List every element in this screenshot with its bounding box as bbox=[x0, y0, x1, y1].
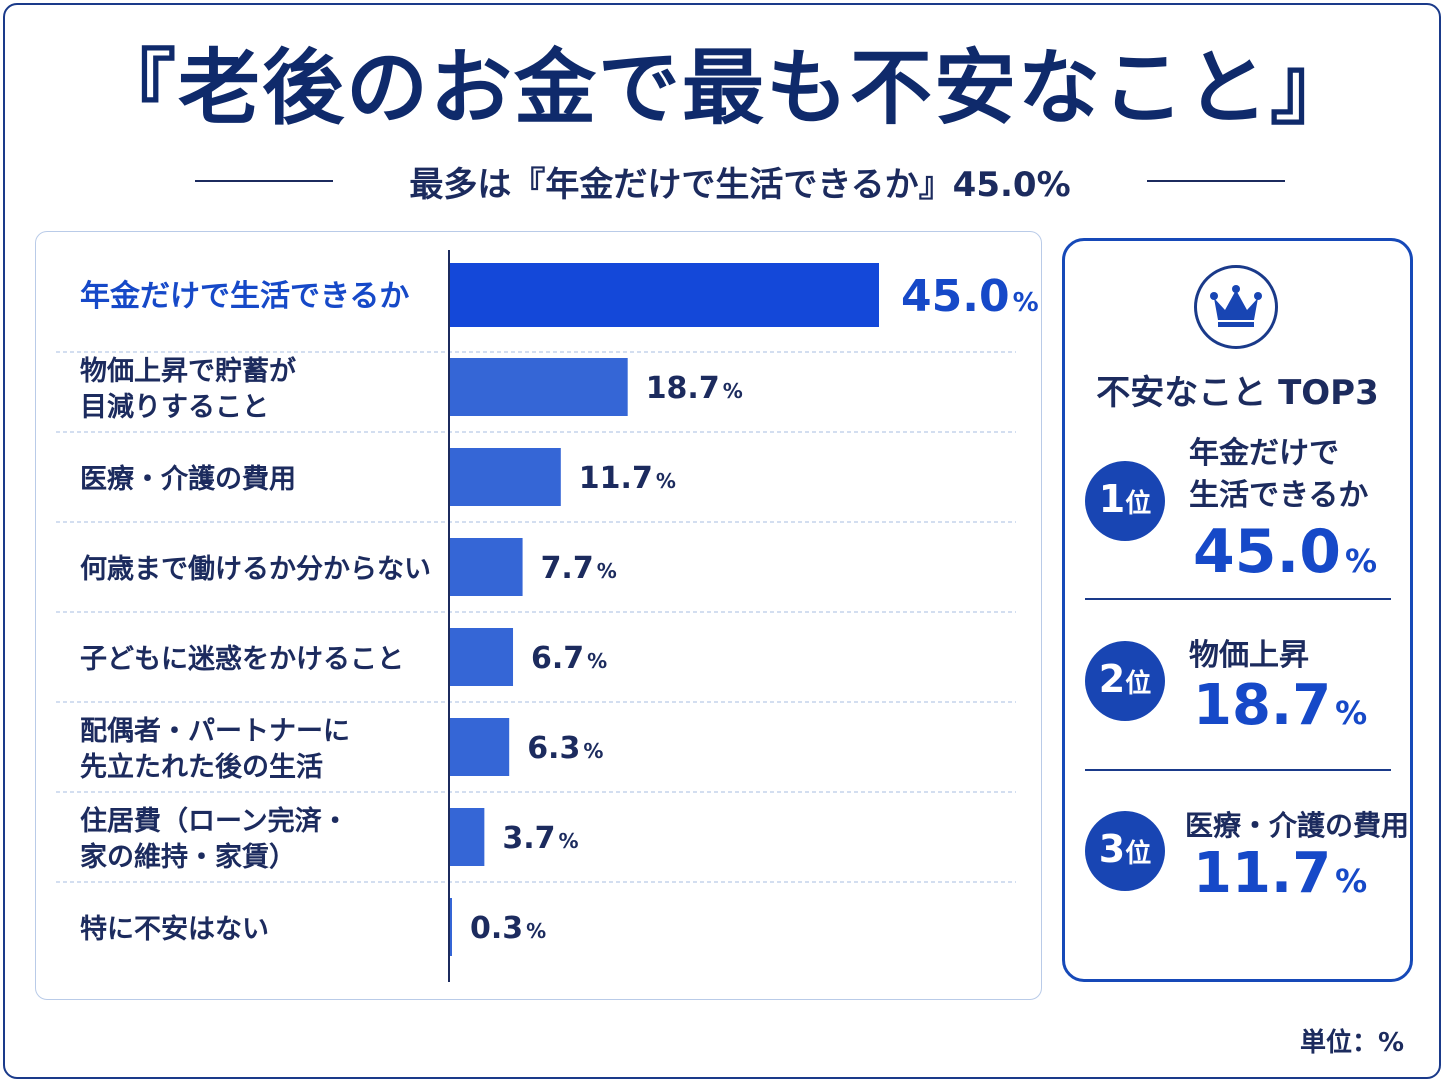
bar bbox=[449, 898, 452, 956]
data-label: 45.0% bbox=[901, 271, 1039, 322]
rank-label: 年金だけで 生活できるか bbox=[1189, 436, 1369, 513]
category-label: 年金だけで生活できるか bbox=[80, 279, 409, 314]
category-label: 何歳まで働けるか分からない bbox=[80, 554, 431, 585]
rank-value: 18.7% bbox=[1193, 673, 1367, 738]
rank-value: 11.7% bbox=[1193, 841, 1367, 906]
rank-unit: 位 bbox=[1125, 489, 1152, 519]
bar bbox=[449, 263, 879, 327]
rank-label: 医療・介護の費用 bbox=[1185, 809, 1410, 842]
data-label: 6.3% bbox=[527, 731, 603, 766]
bar-chart: 年金だけで生活できるか 45.0 % 物価上昇で貯蓄が目減りすること 18.7 % 医療・介… bbox=[56, 250, 1039, 982]
category-label: 特に不安はない bbox=[80, 914, 269, 945]
rank-unit: 位 bbox=[1125, 839, 1152, 869]
bar bbox=[449, 628, 514, 686]
rank-value-unit: % bbox=[1335, 862, 1368, 900]
data-label: 3.7% bbox=[502, 821, 578, 856]
data-label: 11.7% bbox=[579, 461, 676, 496]
rank-value-unit: % bbox=[1335, 694, 1368, 732]
rank-divider bbox=[1085, 598, 1391, 600]
category-label: 住居費（ローン完済・家の維持・家賃） bbox=[80, 805, 349, 873]
data-label: 7.7% bbox=[541, 551, 617, 586]
crown-icon bbox=[1194, 265, 1278, 349]
data-label: 18.7% bbox=[646, 371, 743, 406]
category-label: 医療・介護の費用 bbox=[80, 463, 296, 495]
unit-note: 単位：% bbox=[1300, 1028, 1405, 1058]
rank-value-number: 45.0 bbox=[1193, 517, 1342, 587]
rank-value-unit: % bbox=[1345, 542, 1378, 580]
frame bbox=[3, 3, 1441, 1079]
subtitle-line-right bbox=[1147, 180, 1285, 182]
rank-number: 1 bbox=[1098, 477, 1126, 521]
rank-divider bbox=[1085, 769, 1391, 771]
category-label: 物価上昇で貯蓄が目減りすること bbox=[80, 355, 296, 423]
chart-subtitle: 最多は『年金だけで生活できるか』45.0% bbox=[409, 164, 1071, 205]
chart-panel: 年金だけで生活できるか 45.0% 物価上昇で貯蓄が目減りすること 18.7% 医療・介… bbox=[35, 231, 1042, 1000]
bar bbox=[449, 808, 485, 866]
category-label: 子どもに迷惑をかけること bbox=[80, 644, 404, 675]
rank-value-number: 18.7 bbox=[1193, 673, 1332, 738]
chart-title: 『老後のお金で最も不安なこと』 bbox=[93, 41, 1354, 136]
bar bbox=[449, 718, 510, 776]
rank-unit: 位 bbox=[1125, 669, 1152, 699]
crown-icon-shape bbox=[1210, 285, 1262, 327]
subtitle-row: 最多は『年金だけで生活できるか』45.0% bbox=[195, 156, 1285, 206]
rank-value-number: 11.7 bbox=[1193, 841, 1332, 906]
rank-number: 3 bbox=[1098, 827, 1126, 871]
subtitle-line-left bbox=[195, 180, 333, 182]
bar bbox=[449, 358, 628, 416]
rank-number: 2 bbox=[1098, 657, 1126, 701]
top3-title: 不安なこと TOP3 bbox=[1096, 373, 1379, 413]
bar bbox=[449, 448, 561, 506]
rank-value: 45.0% bbox=[1193, 517, 1377, 587]
rank-label: 物価上昇 bbox=[1189, 638, 1309, 673]
data-label: 6.7% bbox=[531, 641, 607, 676]
bar bbox=[449, 538, 523, 596]
category-label: 配偶者・パートナーに先立たれた後の生活 bbox=[80, 716, 350, 783]
data-label: 0.3% bbox=[470, 911, 546, 946]
